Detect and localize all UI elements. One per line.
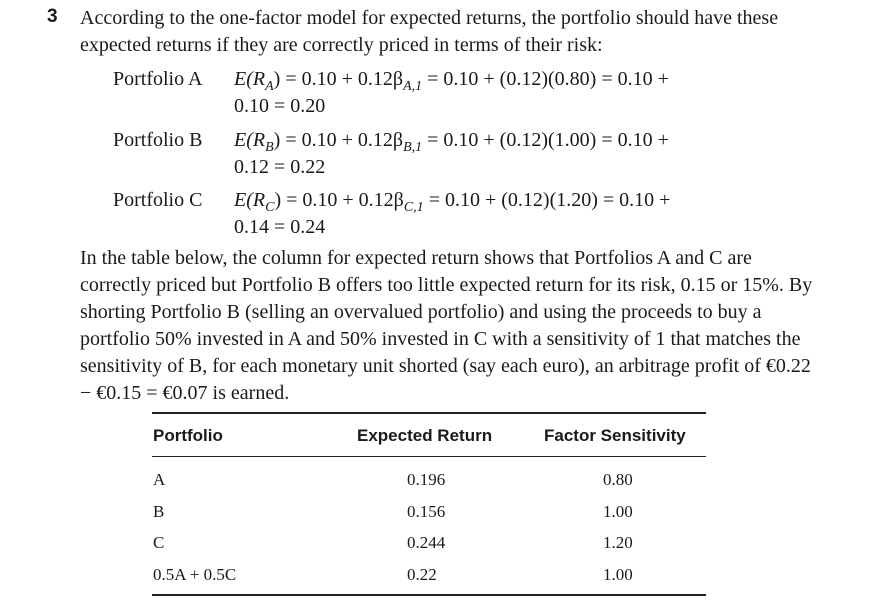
table-cell-return: 0.196 bbox=[407, 470, 446, 489]
table-cell-portfolio: C bbox=[153, 533, 165, 552]
table-cell-return: 0.244 bbox=[407, 533, 446, 552]
explanation-paragraph: In the table below, the column for expec… bbox=[80, 247, 813, 404]
table-cell-return: 0.156 bbox=[407, 502, 446, 521]
table-cell-sensitivity: 1.20 bbox=[603, 533, 633, 552]
portfolio-c-equation-cont: 0.14 = 0.24 bbox=[234, 216, 326, 238]
table-cell-portfolio: 0.5A + 0.5C bbox=[153, 565, 237, 584]
portfolio-b-equation: E(RB) = 0.10 + 0.12βB,1 = 0.10 + (0.12)(… bbox=[234, 129, 669, 155]
table-cell-return: 0.22 bbox=[407, 565, 437, 584]
question-intro: According to the one-factor model for ex… bbox=[80, 7, 779, 56]
header-portfolio: Portfolio bbox=[153, 426, 223, 445]
portfolio-b-label: Portfolio B bbox=[113, 129, 203, 151]
portfolio-c-equation: E(RC) = 0.10 + 0.12βC,1 = 0.10 + (0.12)(… bbox=[234, 189, 671, 215]
question-number: 3 bbox=[47, 6, 58, 27]
table-cell-sensitivity: 1.00 bbox=[603, 565, 633, 584]
portfolio-a-label: Portfolio A bbox=[113, 68, 203, 90]
table-top-rule bbox=[152, 412, 706, 414]
portfolio-b-equation-cont: 0.12 = 0.22 bbox=[234, 156, 326, 178]
table-cell-portfolio: A bbox=[153, 470, 166, 489]
table-cell-sensitivity: 1.00 bbox=[603, 502, 633, 521]
table-bottom-rule bbox=[152, 594, 706, 596]
portfolio-a-equation-cont: 0.10 = 0.20 bbox=[234, 95, 326, 117]
header-expected-return: Expected Return bbox=[357, 426, 493, 445]
portfolio-c-label: Portfolio C bbox=[113, 189, 203, 211]
header-factor-sensitivity: Factor Sensitivity bbox=[544, 426, 686, 445]
portfolio-a-equation: E(RA) = 0.10 + 0.12βA,1 = 0.10 + (0.12)(… bbox=[234, 68, 669, 94]
table-header-rule bbox=[152, 456, 706, 457]
table-cell-sensitivity: 0.80 bbox=[603, 470, 633, 489]
table-cell-portfolio: B bbox=[153, 502, 165, 521]
